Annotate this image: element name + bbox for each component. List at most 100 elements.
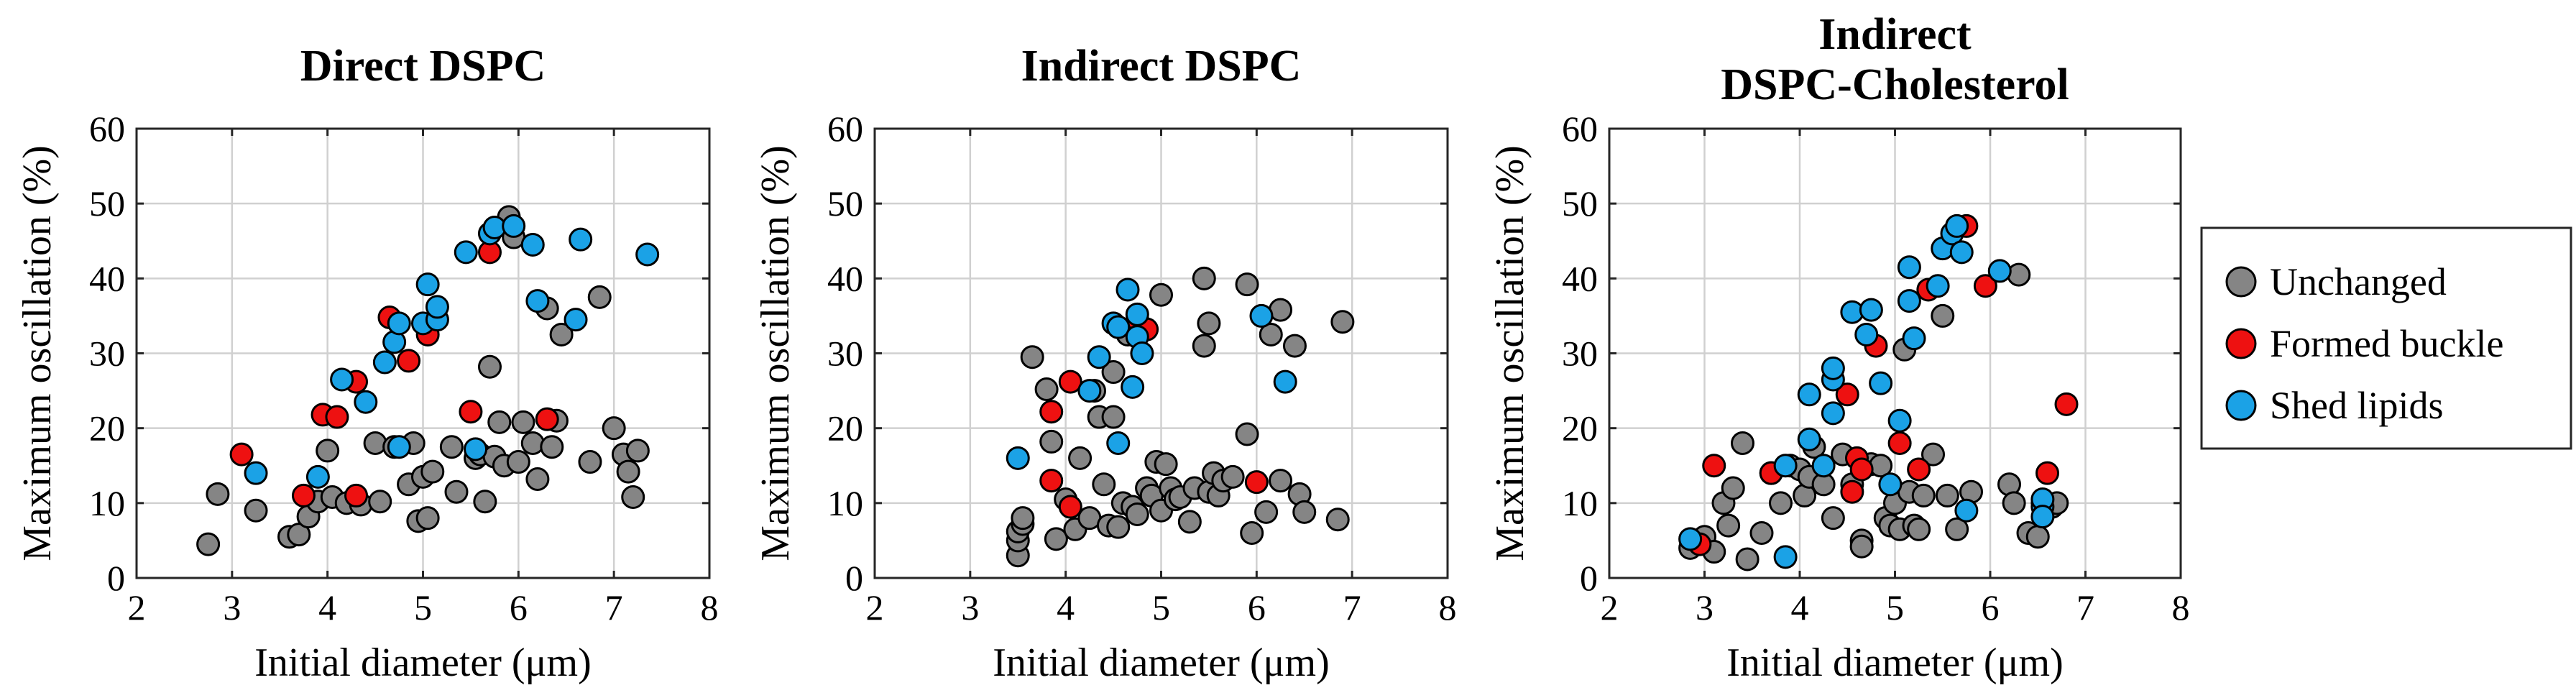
point-shed-lipids [1106, 431, 1131, 455]
point-unchanged [1039, 429, 1064, 454]
point-unchanged [368, 490, 392, 514]
point-unchanged [473, 490, 497, 514]
x-tick-label: 3 [223, 587, 241, 628]
x-tick-label: 3 [961, 587, 979, 628]
x-tick-label: 2 [866, 587, 884, 628]
point-unchanged [1945, 517, 1969, 541]
y-tick-label: 30 [1562, 334, 1598, 374]
point-unchanged [1192, 334, 1216, 358]
point-shed-lipids [1273, 369, 1297, 394]
point-shed-lipids [1897, 255, 1921, 280]
legend: Unchanged Formed buckle Shed lipids [2200, 226, 2572, 450]
x-tick-label: 8 [1439, 587, 1457, 628]
y-tick-label: 10 [1562, 483, 1598, 523]
point-shed-lipids [1887, 408, 1912, 433]
point-unchanged [2002, 491, 2026, 515]
x-axis-label: Initial diameter (μm) [254, 640, 592, 685]
point-shed-lipids [1116, 277, 1140, 302]
point-unchanged [1154, 452, 1178, 477]
point-unchanged [415, 506, 440, 531]
point-unchanged [625, 438, 650, 463]
point-shed-lipids [1077, 379, 1102, 403]
x-tick-label: 2 [1601, 587, 1619, 628]
point-formed-buckle [1058, 369, 1082, 394]
point-unchanged [621, 485, 645, 509]
y-tick-label: 10 [827, 483, 863, 523]
point-unchanged [1034, 377, 1059, 401]
point-shed-lipids [1678, 527, 1703, 551]
point-unchanged [316, 438, 340, 463]
y-tick-label: 20 [827, 408, 863, 449]
point-formed-buckle [344, 483, 369, 508]
point-shed-lipids [2030, 505, 2055, 529]
point-formed-buckle [1702, 454, 1726, 478]
x-axis-label: Initial diameter (μm) [993, 640, 1330, 685]
point-formed-buckle [1244, 470, 1269, 495]
point-shed-lipids [635, 242, 660, 267]
point-shed-lipids [1087, 345, 1111, 369]
point-unchanged [1177, 510, 1202, 534]
point-shed-lipids [1945, 213, 1969, 238]
point-shed-lipids [1954, 498, 1979, 523]
point-shed-lipids [1821, 401, 1845, 426]
point-unchanged [578, 450, 602, 474]
point-unchanged [1068, 446, 1092, 470]
point-unchanged [1235, 422, 1259, 446]
point-shed-lipids [1821, 356, 1845, 380]
point-unchanged [1911, 483, 1936, 508]
point-unchanged [540, 435, 564, 459]
point-unchanged [1935, 483, 1959, 508]
y-tick-label: 60 [827, 109, 863, 149]
point-formed-buckle [229, 442, 254, 467]
point-formed-buckle [325, 405, 349, 429]
point-shed-lipids [244, 461, 268, 485]
point-shed-lipids [1869, 371, 1893, 395]
legend-box [2200, 226, 2572, 450]
chart-title: Direct DSPC [300, 42, 546, 91]
y-tick-label: 20 [1562, 408, 1598, 449]
x-tick-label: 4 [318, 587, 336, 628]
x-tick-label: 4 [1057, 587, 1075, 628]
point-shed-lipids [1949, 240, 1974, 265]
point-shed-lipids [564, 308, 588, 332]
point-shed-lipids [1130, 341, 1154, 365]
y-tick-label: 40 [89, 258, 125, 298]
point-shed-lipids [415, 272, 440, 297]
point-unchanged [1821, 506, 1845, 531]
point-unchanged [506, 450, 530, 474]
point-shed-lipids [425, 295, 449, 319]
point-unchanged [1240, 521, 1264, 545]
panel-indirect-dspc-cholesterol: 2 3 4 5 6 7 8 0 10 20 30 40 50 60 Initial diameter (μm… [1488, 10, 2190, 685]
y-tick-label: 40 [827, 258, 863, 298]
point-formed-buckle [1835, 382, 1859, 407]
point-shed-lipids [1249, 303, 1274, 328]
point-unchanged [2025, 525, 2050, 549]
point-unchanged [1220, 464, 1245, 489]
panel-indirect-dspc: 2 3 4 5 6 7 8 0 10 20 30 40 50 60 Initial diameter (μm… [753, 42, 1457, 685]
point-unchanged [1292, 500, 1317, 524]
point-formed-buckle [397, 349, 421, 373]
point-unchanged [1235, 272, 1259, 297]
x-tick-label: 6 [1982, 587, 2000, 628]
point-formed-buckle [459, 400, 483, 424]
x-tick-label: 5 [414, 587, 432, 628]
point-unchanged [602, 416, 626, 441]
point-formed-buckle [2054, 392, 2079, 416]
point-shed-lipids [1121, 375, 1145, 399]
point-unchanged [439, 435, 464, 459]
point-unchanged [511, 410, 535, 434]
point-unchanged [487, 410, 512, 434]
y-tick-label: 60 [89, 109, 125, 149]
legend-label-formed-buckle: Formed buckle [2270, 322, 2503, 365]
point-unchanged [206, 482, 230, 506]
point-shed-lipids [305, 464, 330, 489]
point-formed-buckle [1840, 479, 1864, 504]
legend-marker-formed-buckle [2225, 328, 2257, 359]
point-unchanged [477, 354, 502, 379]
x-tick-label: 7 [605, 587, 623, 628]
point-formed-buckle [1058, 495, 1082, 519]
point-unchanged [1330, 310, 1355, 334]
y-axis-label: Maximum oscillation (%) [1488, 145, 1532, 561]
point-unchanged [1192, 266, 1216, 290]
